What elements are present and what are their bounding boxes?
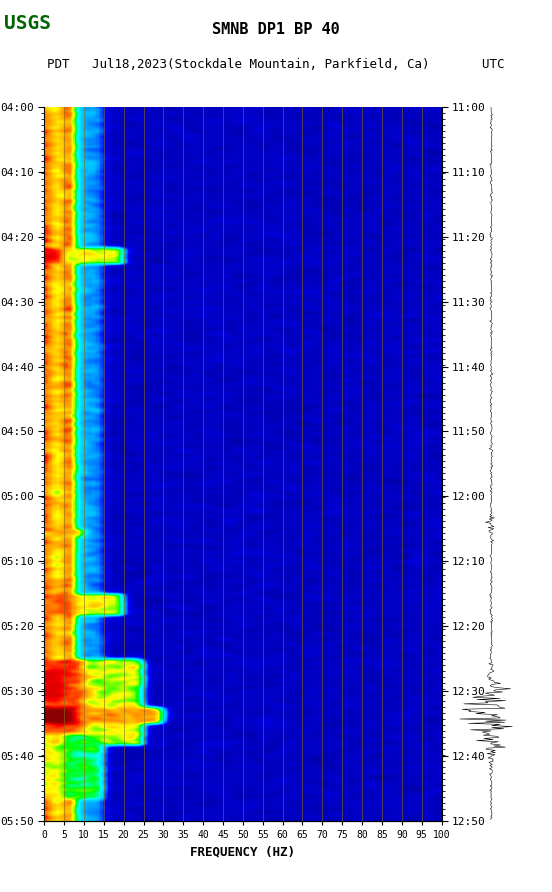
X-axis label: FREQUENCY (HZ): FREQUENCY (HZ) — [190, 846, 295, 858]
Text: USGS: USGS — [4, 13, 51, 32]
Text: SMNB DP1 BP 40: SMNB DP1 BP 40 — [212, 22, 340, 37]
Text: PDT   Jul18,2023(Stockdale Mountain, Parkfield, Ca)       UTC: PDT Jul18,2023(Stockdale Mountain, Parkf… — [47, 58, 505, 71]
